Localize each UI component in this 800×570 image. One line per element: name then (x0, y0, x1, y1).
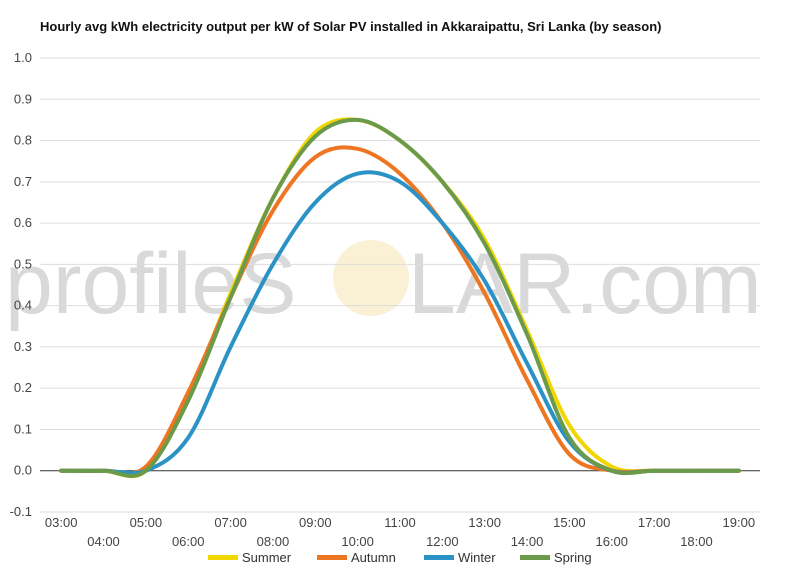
series-line-spring (59, 117, 741, 478)
legend-swatch-summer (208, 555, 238, 560)
x-axis: 03:00 05:00 07:00 09:00 11:00 13:00 15:00 17:00… (45, 515, 755, 549)
y-tick-label: 0.2 (14, 380, 32, 395)
y-tick-label: 0.8 (14, 133, 32, 148)
x-tick-label: 08:00 (257, 534, 290, 549)
x-tick-label: 05:00 (130, 515, 163, 530)
y-tick-label: 0.6 (14, 215, 32, 230)
y-axis: -0.1 0.0 0.1 0.2 0.3 0.4 0.5 0.6 0.7 0.8 0.9 1.0 (10, 50, 32, 519)
legend-swatch-spring (520, 555, 550, 560)
y-tick-label: 0.7 (14, 174, 32, 189)
x-tick-label: 07:00 (214, 515, 247, 530)
legend-label-spring: Spring (554, 550, 592, 565)
x-tick-label: 13:00 (468, 515, 501, 530)
watermark: profileS LAR.com (5, 236, 762, 332)
legend-swatch-autumn (317, 555, 347, 560)
x-tick-label: 04:00 (87, 534, 120, 549)
x-tick-label: 15:00 (553, 515, 586, 530)
y-tick-label: 0.3 (14, 339, 32, 354)
x-tick-label: 12:00 (426, 534, 459, 549)
x-tick-label: 18:00 (680, 534, 713, 549)
x-tick-label: 19:00 (723, 515, 756, 530)
legend-label-autumn: Autumn (351, 550, 396, 565)
x-tick-label: 17:00 (638, 515, 671, 530)
x-tick-label: 09:00 (299, 515, 332, 530)
x-tick-label: 11:00 (384, 515, 416, 530)
x-tick-label: 14:00 (511, 534, 544, 549)
legend-label-summer: Summer (242, 550, 292, 565)
y-tick-label: 1.0 (14, 50, 32, 65)
legend-label-winter: Winter (458, 550, 496, 565)
x-tick-label: 06:00 (172, 534, 205, 549)
grid (40, 57, 760, 513)
legend: Summer Autumn Winter Spring (208, 550, 592, 565)
x-tick-label: 03:00 (45, 515, 78, 530)
series-lines (59, 117, 741, 479)
x-tick-label: 16:00 (595, 534, 628, 549)
y-tick-label: 0.1 (14, 421, 32, 436)
y-tick-label: 0.9 (14, 91, 32, 106)
y-tick-label: 0.0 (14, 463, 32, 478)
watermark-sun-icon (333, 240, 409, 316)
legend-swatch-winter (424, 555, 454, 560)
y-tick-label: 0.4 (14, 298, 32, 313)
y-tick-label: -0.1 (10, 504, 32, 519)
y-tick-label: 0.5 (14, 256, 32, 271)
x-tick-label: 10:00 (341, 534, 374, 549)
chart-title: Hourly avg kWh electricity output per kW… (40, 19, 662, 34)
